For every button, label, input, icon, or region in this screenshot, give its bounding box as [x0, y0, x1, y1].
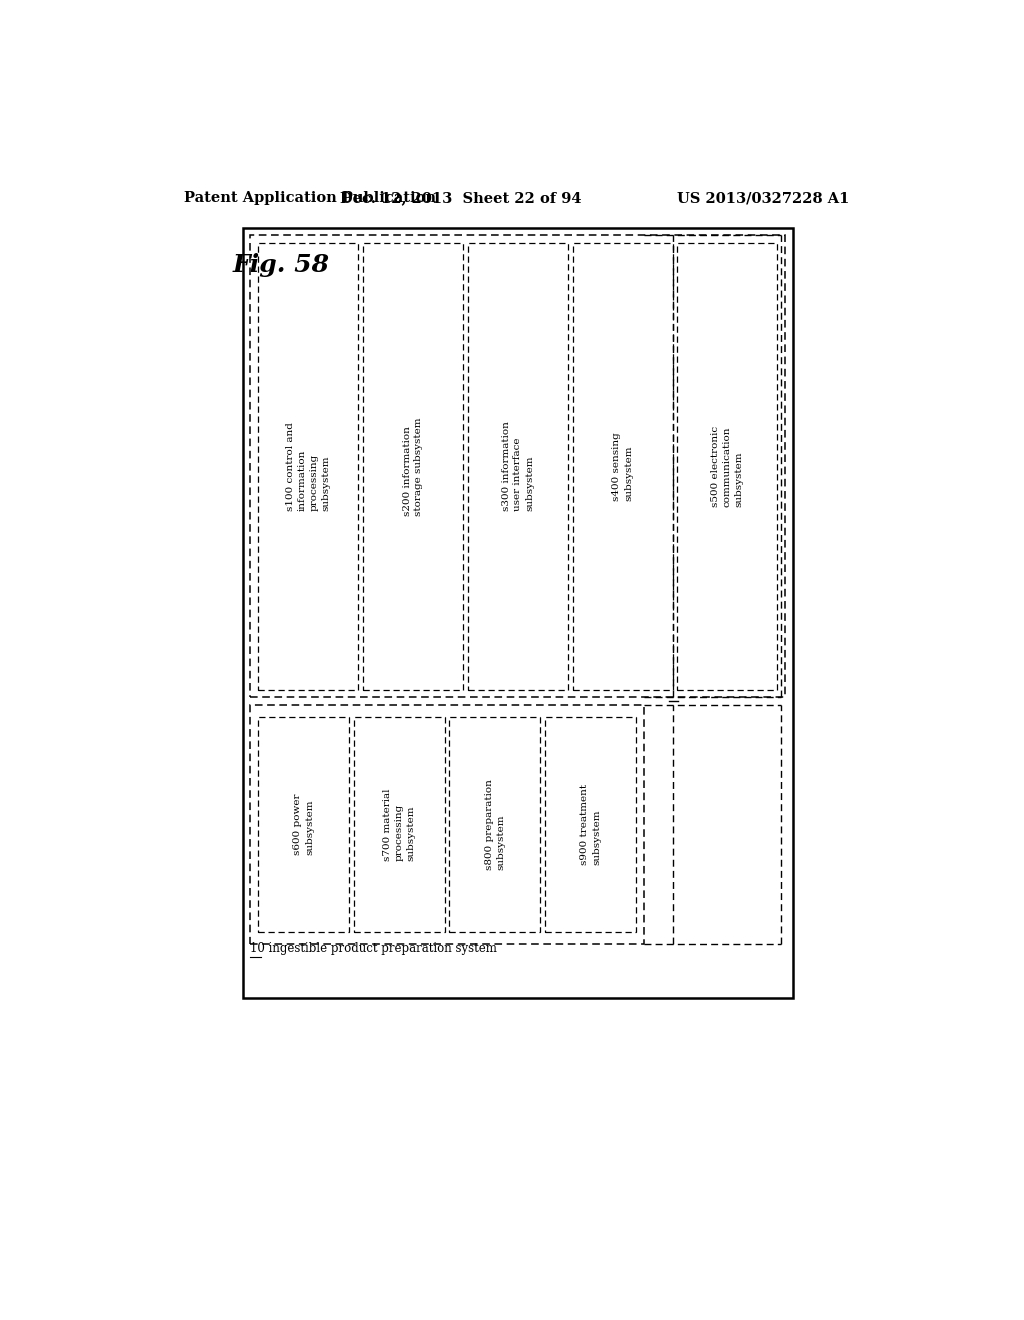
- Text: s300 information
user interface
subsystem: s300 information user interface subsyste…: [502, 421, 535, 511]
- Text: Dec. 12, 2013  Sheet 22 of 94: Dec. 12, 2013 Sheet 22 of 94: [341, 191, 582, 206]
- Bar: [450, 717, 541, 932]
- Text: Fig. 58: Fig. 58: [232, 252, 329, 277]
- Bar: [354, 717, 444, 932]
- Text: s200 information
storage subsystem: s200 information storage subsystem: [402, 417, 424, 516]
- Text: s700 material
processing
subsystem: s700 material processing subsystem: [383, 788, 416, 861]
- Text: s800 preparation
subsystem: s800 preparation subsystem: [484, 779, 506, 870]
- Bar: [468, 243, 568, 689]
- Bar: [258, 717, 349, 932]
- Text: US 2013/0327228 A1: US 2013/0327228 A1: [677, 191, 850, 206]
- Text: s100 control and
information
processing
subsystem: s100 control and information processing …: [286, 422, 331, 511]
- Bar: [362, 243, 463, 689]
- Bar: [545, 717, 636, 932]
- Text: Patent Application Publication: Patent Application Publication: [183, 191, 436, 206]
- Text: s900 treatment
subsystem: s900 treatment subsystem: [581, 784, 601, 865]
- Text: s500 electronic
communication
subsystem: s500 electronic communication subsystem: [711, 426, 743, 507]
- Bar: [251, 235, 785, 697]
- Bar: [258, 243, 358, 689]
- Bar: [243, 228, 793, 998]
- Bar: [677, 243, 777, 689]
- Text: s400 sensing
subsystem: s400 sensing subsystem: [612, 432, 633, 500]
- Text: s600 power
subsystem: s600 power subsystem: [293, 793, 314, 855]
- Bar: [251, 705, 644, 944]
- Text: 10 ingestible product preparation system: 10 ingestible product preparation system: [251, 942, 498, 956]
- Bar: [572, 243, 673, 689]
